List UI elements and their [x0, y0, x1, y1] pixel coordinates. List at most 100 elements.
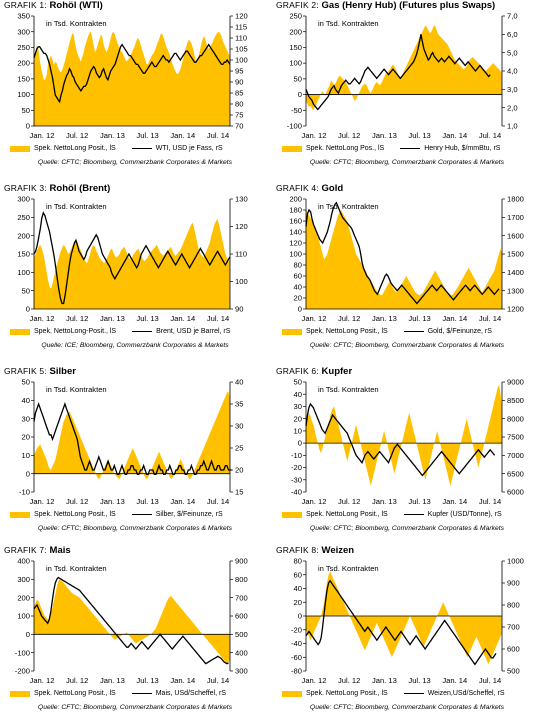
tick-label-x: Jul. 13 [136, 676, 158, 685]
tick-label-left: 40 [22, 396, 30, 405]
tick-label-left: 300 [17, 195, 30, 204]
tick-label-left: 10 [294, 426, 302, 435]
chart-source: Quelle: CFTC; Bloomberg, Commerzbank Cor… [37, 525, 233, 532]
tick-label-left: 80 [294, 557, 302, 566]
legend-label-area: Spek. NettoLong Pos., lS [306, 145, 385, 152]
tick-label-x: Jan. 14 [170, 676, 195, 685]
tick-label-left: 100 [289, 59, 302, 68]
tick-label-right: 700 [507, 623, 520, 632]
annotation-unit: in Tsd. Kontrakten [46, 385, 107, 394]
chart-title: GRAFIK 2: Gas (Henry Hub) (Futures plus … [276, 0, 496, 11]
tick-label-right: 7500 [507, 433, 524, 442]
tick-label-right: 115 [235, 23, 247, 32]
tick-label-left: -100 [15, 648, 30, 657]
tick-label-right: 6000 [507, 488, 524, 497]
tick-label-left: 100 [17, 612, 30, 621]
tick-label-left: 50 [22, 286, 30, 295]
chart-svg: -40 -30 -20 -10 0 10 20 30 40 50 6000 6500 7000 7500 8… [291, 378, 524, 506]
legend-label-area: Spek. NettoLong Posit., lS [306, 511, 388, 518]
tick-label-x: Jul. 14 [207, 497, 229, 506]
legend-swatch-area [282, 511, 302, 518]
tick-label-x: Jan. 13 [100, 314, 125, 323]
tick-label-left: 250 [289, 12, 302, 21]
tick-label-x: Jul. 13 [408, 497, 430, 506]
chart-title: GRAFIK 3: Rohöl (Brent) [4, 183, 111, 194]
legend-swatch-area [10, 511, 30, 518]
tick-label-right: 300 [235, 667, 248, 676]
tick-label-left: 0 [298, 439, 302, 448]
tick-label-x: Jul. 14 [207, 131, 229, 140]
tick-label-x: Jan. 12 [30, 131, 55, 140]
chart-title: GRAFIK 6: Kupfer [276, 366, 353, 377]
tick-label-right: 30 [235, 422, 243, 431]
legend-label-line: Kupfer (USD/Tonne), rS [427, 511, 502, 518]
chart-svg: 0 50 100 150 200 250 300 350 70 75 80 85 90 95 100 105 1… [17, 12, 247, 140]
chart-title: GRAFIK 1: Rohöl (WTI) [4, 0, 103, 11]
tick-label-left: 40 [294, 584, 302, 593]
series-line [33, 402, 232, 476]
legend-swatch-line [400, 148, 421, 149]
tick-label-x: Jul. 12 [66, 497, 88, 506]
tick-label-x: Jul. 12 [338, 314, 360, 323]
tick-label-x: Jul. 12 [338, 131, 360, 140]
legend-swatch-line [403, 693, 424, 694]
legend-swatch-line [403, 331, 424, 332]
tick-label-left: 20 [22, 433, 30, 442]
tick-label-right: 4,0 [507, 67, 518, 76]
tick-label-right: 85 [235, 89, 243, 98]
chart-svg: -200 -100 0 100 200 300 400 300 400 500 600 700 800 9… [15, 557, 248, 685]
tick-label-x: Jul. 12 [66, 314, 88, 323]
tick-label-right: 500 [507, 667, 520, 676]
chart-legend: Spek. NettoLong Posit., lS Mais, USd/Sche… [10, 690, 266, 697]
chart-svg: -10 0 10 20 30 40 50 15 20 25 30 35 40 Jan. 12 Jul. 12… [19, 378, 243, 506]
series-line [305, 402, 496, 477]
chart-title: GRAFIK 5: Silber [4, 366, 76, 377]
tick-label-x: Jul. 13 [408, 676, 430, 685]
tick-label-x: Jul. 14 [479, 497, 501, 506]
annotation-unit: in Tsd. Kontrakten [46, 202, 107, 211]
legend-label-area: Spek. NettoLong Posit., lS [306, 690, 388, 697]
tick-label-left: -20 [291, 625, 302, 634]
tick-label-left: 50 [22, 378, 30, 387]
legend-swatch-area [282, 145, 302, 152]
tick-label-x: Jan. 13 [100, 497, 125, 506]
tick-label-left: 400 [17, 557, 30, 566]
tick-label-left: 50 [22, 106, 30, 115]
legend-label-area: Spek. NettoLong Posit., lS [34, 690, 116, 697]
tick-label-left: -20 [291, 463, 302, 472]
legend-label-area: Spek. NettoLong Posit., lS [306, 328, 388, 335]
chart-panel-7: GRAFIK 7: Mais -200 -100 0 100 200 300 400 300 4… [4, 545, 266, 725]
tick-label-x: Jul. 12 [66, 131, 88, 140]
tick-label-right: 800 [507, 601, 520, 610]
tick-label-x: Jul. 13 [136, 497, 158, 506]
legend-label-line: Silber, $/Feinunze, rS [155, 511, 223, 518]
chart-svg: 0 50 100 150 200 250 300 90 100 110 120 130 Jan. 12 J… [17, 195, 248, 323]
tick-label-x: Jul. 12 [338, 497, 360, 506]
tick-label-right: 130 [235, 195, 248, 204]
tick-label-x: Jul. 13 [408, 131, 430, 140]
tick-label-x: Jan. 12 [302, 314, 327, 323]
chart-source: Quelle: CFTC; Bloomberg, Commerzbank Cor… [309, 159, 505, 166]
tick-label-x: Jan. 12 [30, 676, 55, 685]
tick-label-left: -10 [19, 488, 30, 497]
tick-label-x: Jul. 12 [338, 676, 360, 685]
tick-label-x: Jan. 14 [170, 314, 195, 323]
tick-label-right: 3,0 [507, 85, 518, 94]
chart-panel-8: GRAFIK 8: Weizen -80 -60 -40 -20 0 20 40 60 80 50… [276, 545, 538, 725]
chart-source: Quelle: CFTC; Bloomberg, Commerzbank Cor… [37, 704, 233, 711]
series-area [306, 25, 502, 111]
tick-label-left: 100 [289, 250, 302, 259]
chart-legend: Spek. NettoLong Posit., lS Kupfer (USD/To… [282, 511, 538, 518]
chart-legend: Spek. NettoLong Posit., lS Gold, $/Feinun… [282, 328, 538, 335]
annotation-unit: in Tsd. Kontrakten [318, 202, 379, 211]
tick-label-left: 60 [294, 570, 302, 579]
tick-label-x: Jul. 14 [207, 676, 229, 685]
tick-label-left: 250 [17, 43, 30, 52]
series-line [305, 34, 491, 111]
legend-swatch-line [131, 514, 152, 515]
tick-label-left: 40 [294, 283, 302, 292]
tick-label-x: Jan. 12 [302, 497, 327, 506]
tick-label-left: 100 [17, 90, 30, 99]
chart-title: GRAFIK 8: Weizen [276, 545, 355, 556]
series-area [34, 579, 230, 664]
